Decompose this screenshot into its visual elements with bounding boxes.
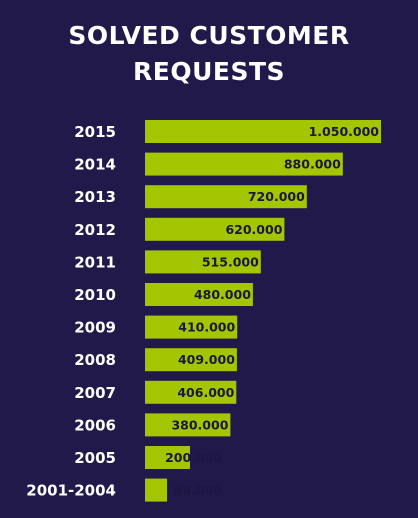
category-label-2012: 2012 [74, 221, 116, 239]
value-label-2013: 720.000 [248, 189, 305, 204]
value-label-2009: 410.000 [178, 320, 235, 335]
chart-title-line-1: SOLVED CUSTOMER [68, 21, 350, 50]
value-label-2006: 380.000 [171, 417, 228, 432]
chart-title: SOLVED CUSTOMER REQUESTS [0, 18, 418, 90]
value-label-2007: 406.000 [177, 385, 234, 400]
bar-2014 [145, 152, 343, 176]
value-label-2010: 480.000 [194, 287, 251, 302]
value-label-2011: 515.000 [202, 254, 259, 269]
chart-title-line-2: REQUESTS [132, 57, 286, 86]
category-label-2011: 2011 [74, 253, 116, 271]
value-label-2015: 1.050.000 [309, 124, 380, 139]
category-labels: 2015 2014 2013 2012 2011 2010 2009 2008 2007 2006… [26, 123, 116, 500]
bar-2015 [145, 120, 381, 143]
category-label-2006: 2006 [74, 416, 116, 434]
value-label-2001-2004: 98.000 [174, 483, 223, 498]
category-label-2015: 2015 [74, 123, 116, 141]
bar-2009 [145, 315, 238, 339]
category-label-2008: 2008 [74, 351, 116, 369]
category-label-2007: 2007 [74, 384, 116, 402]
value-labels: 1.050.000 880.000 720.000 620.000 515.000 480… [165, 124, 379, 498]
category-label-2009: 2009 [74, 319, 116, 337]
bar-2013 [145, 185, 307, 209]
value-label-2012: 620.000 [225, 222, 282, 237]
value-label-2005: 200.000 [165, 450, 222, 465]
category-label-2014: 2014 [74, 156, 116, 174]
bar-2012 [145, 217, 285, 241]
bar-2010 [145, 283, 253, 306]
bar-2011 [145, 250, 261, 274]
bar-2001-2004 [145, 478, 167, 502]
category-label-2005: 2005 [74, 449, 116, 467]
bars [145, 120, 381, 502]
bar-2006 [145, 413, 231, 437]
category-label-2001-2004: 2001-2004 [26, 482, 116, 500]
value-label-2008: 409.000 [178, 352, 235, 367]
category-label-2010: 2010 [74, 286, 116, 304]
bar-2008 [145, 348, 237, 372]
category-label-2013: 2013 [74, 188, 116, 206]
value-label-2014: 880.000 [284, 157, 341, 172]
bar-2007 [145, 380, 237, 404]
bar-2005 [145, 446, 190, 469]
